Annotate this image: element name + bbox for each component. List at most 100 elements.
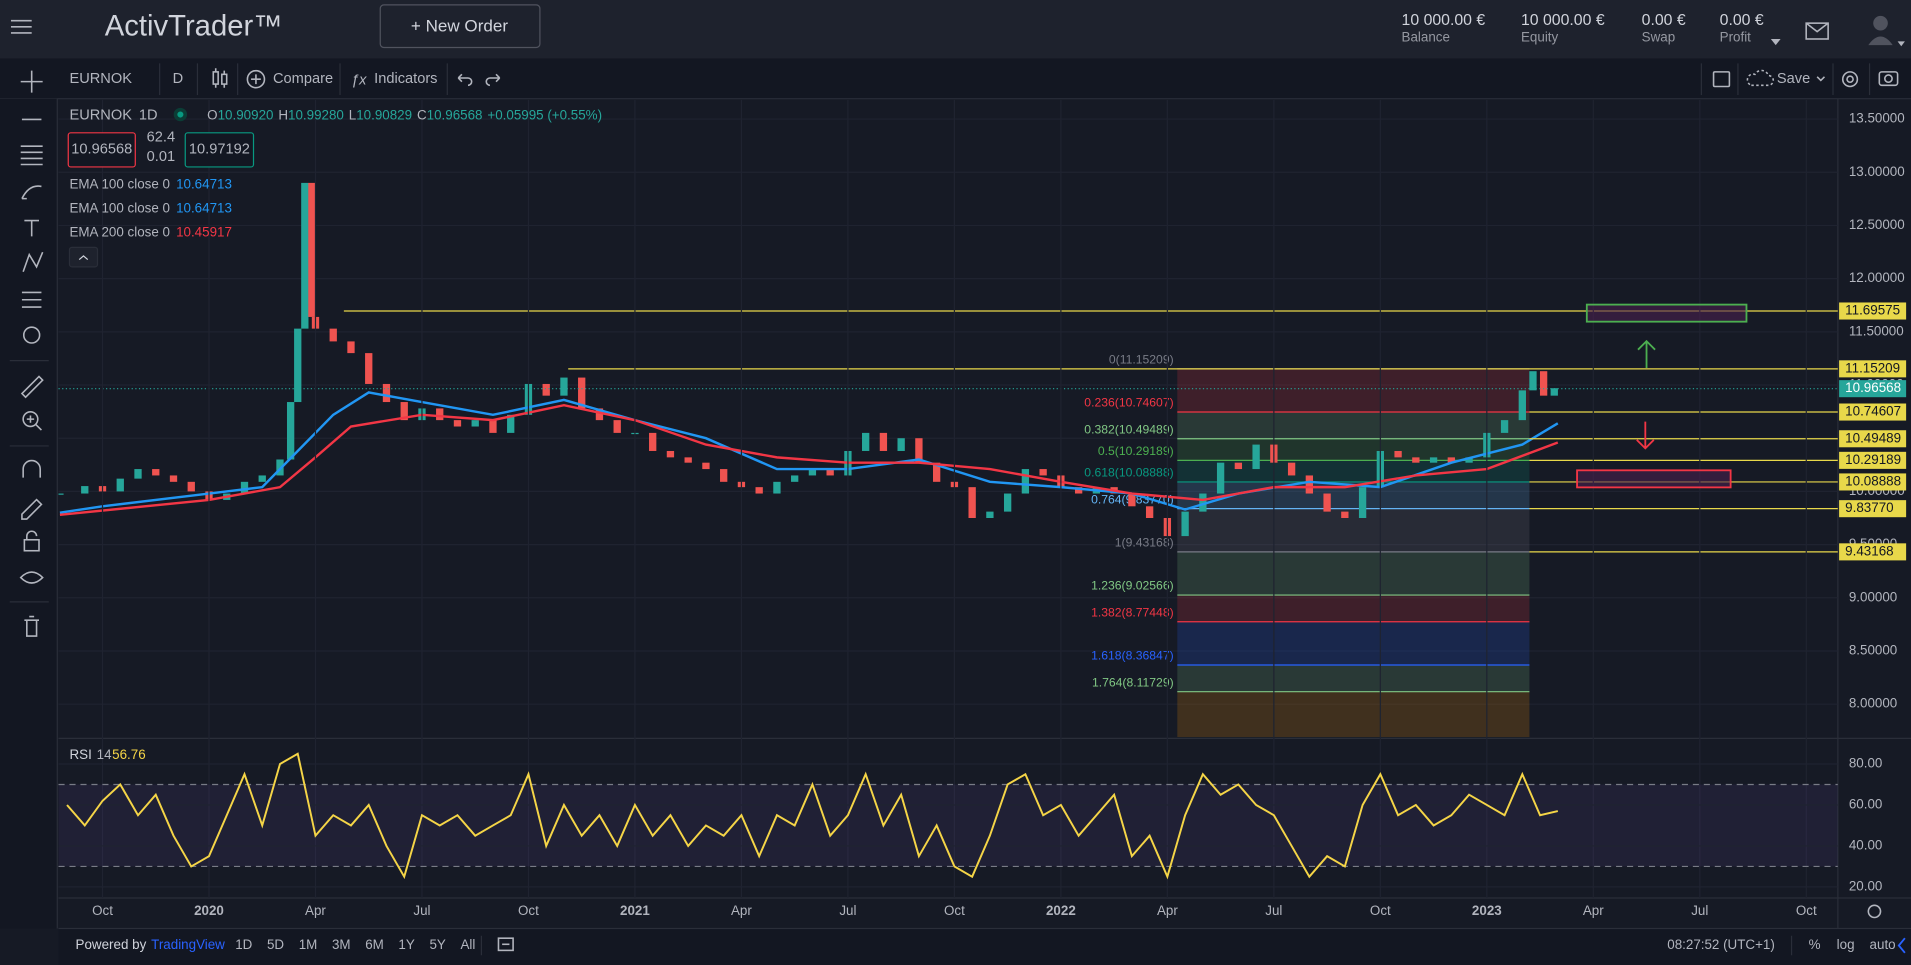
candle: [1217, 463, 1224, 494]
candle: [1039, 469, 1046, 475]
x-tick-label: 2022: [1046, 903, 1076, 918]
change: +0.05995 (+0.55%): [487, 107, 602, 122]
range-button[interactable]: 6M: [365, 937, 384, 952]
range-button[interactable]: 1Y: [398, 937, 414, 952]
rsi-title: RSI: [69, 747, 91, 762]
range-button[interactable]: 1D: [235, 937, 252, 952]
candle: [1306, 475, 1313, 493]
candle: [1412, 457, 1419, 462]
fib-label: 0.382(10.49489): [1084, 422, 1173, 436]
fib-band: [1177, 595, 1529, 622]
scale-toggle[interactable]: log: [1837, 937, 1855, 952]
x-tick-label: Jul: [413, 903, 430, 918]
fib-label: 0(11.15209): [1109, 353, 1174, 367]
x-tick-label: Apr: [305, 903, 326, 918]
range-button[interactable]: 5Y: [429, 937, 445, 952]
y-tick-label: 12.50000: [1849, 217, 1905, 232]
candle: [756, 487, 763, 493]
indicators-button[interactable]: Indicators: [374, 71, 437, 87]
candle: [862, 433, 869, 451]
legend-symbol: EURNOK: [69, 108, 132, 124]
candle: [1394, 451, 1401, 457]
price-label: 11.69575: [1845, 303, 1900, 318]
interval-selector[interactable]: D: [173, 71, 184, 87]
bid-price[interactable]: 10.96568: [71, 142, 132, 158]
x-tick-label: Oct: [1370, 903, 1391, 918]
x-tick-label: Oct: [1796, 903, 1817, 918]
candle: [773, 482, 780, 494]
account-label: Profit: [1720, 29, 1752, 44]
fib-band: [1177, 509, 1529, 552]
candle: [1430, 457, 1437, 462]
legend-collapse[interactable]: [69, 247, 97, 266]
target-zone[interactable]: [1587, 305, 1747, 322]
candle: [436, 408, 443, 420]
fib-band: [1177, 552, 1529, 595]
account-label: Balance: [1402, 29, 1450, 44]
ask-price[interactable]: 10.97192: [189, 142, 250, 158]
candle: [560, 378, 567, 396]
candle: [1323, 494, 1330, 512]
ohlc-key: H: [278, 107, 288, 122]
indicators-icon[interactable]: ƒx: [351, 72, 367, 88]
candle: [287, 402, 294, 459]
candle: [134, 469, 141, 479]
candle: [968, 487, 975, 518]
candle: [1252, 445, 1259, 469]
market-status: [176, 110, 186, 120]
scale-toggle[interactable]: %: [1809, 937, 1821, 952]
indicator-value: 10.64713: [176, 201, 232, 216]
ohlc-value: 10.99280: [288, 107, 344, 122]
ohlc-value: 10.90920: [218, 107, 274, 122]
scale-toggle[interactable]: auto: [1870, 937, 1896, 952]
candle: [347, 341, 354, 353]
range-button[interactable]: 1M: [299, 937, 318, 952]
price-label: 9.43168: [1845, 543, 1893, 558]
ohlc-key: C: [417, 107, 427, 122]
price-label: 10.96568: [1845, 380, 1901, 395]
new-order-label[interactable]: + New Order: [411, 16, 508, 35]
candle: [898, 438, 905, 451]
x-tick-label: Apr: [1157, 903, 1178, 918]
candle: [330, 329, 337, 342]
candle: [1235, 463, 1242, 469]
fib-band: [1177, 412, 1529, 439]
compare-button[interactable]: Compare: [273, 71, 333, 87]
candle: [1288, 463, 1295, 476]
fib-label: 1.764(8.11729): [1092, 675, 1174, 689]
candle: [1004, 494, 1011, 512]
candle: [170, 475, 177, 481]
rsi-value: 56.76: [112, 747, 146, 762]
fib-label: 0.236(10.74607): [1084, 396, 1173, 410]
fib-label: 1(9.43168): [1115, 536, 1174, 550]
candle: [117, 479, 124, 492]
tradingview-link[interactable]: TradingView: [151, 937, 225, 952]
rsi-length: 14: [97, 747, 112, 762]
candle: [667, 451, 674, 457]
save-button[interactable]: Save: [1777, 71, 1810, 87]
logo: ActivTrader™: [105, 11, 283, 43]
spread-top: 62.4: [147, 130, 175, 146]
y-tick-label: 13.00000: [1849, 164, 1905, 179]
range-button[interactable]: 5D: [267, 937, 284, 952]
symbol-selector[interactable]: EURNOK: [69, 71, 132, 87]
candle: [702, 463, 709, 469]
fib-band: [1177, 369, 1529, 412]
ohlc-key: O: [207, 107, 217, 122]
range-button[interactable]: 3M: [332, 937, 351, 952]
candle: [308, 183, 315, 317]
range-button[interactable]: All: [460, 937, 475, 952]
candle: [81, 486, 88, 493]
candle: [614, 420, 621, 433]
candle: [1501, 420, 1508, 433]
price-label: 10.49489: [1845, 430, 1901, 445]
x-tick-label: Jul: [1691, 903, 1708, 918]
top-bar: [0, 0, 1911, 58]
stop-zone[interactable]: [1577, 470, 1731, 487]
candle: [188, 482, 195, 492]
spread: 0.01: [147, 149, 175, 165]
y-tick-label: 13.50000: [1849, 111, 1905, 126]
fib-band: [1177, 665, 1529, 692]
